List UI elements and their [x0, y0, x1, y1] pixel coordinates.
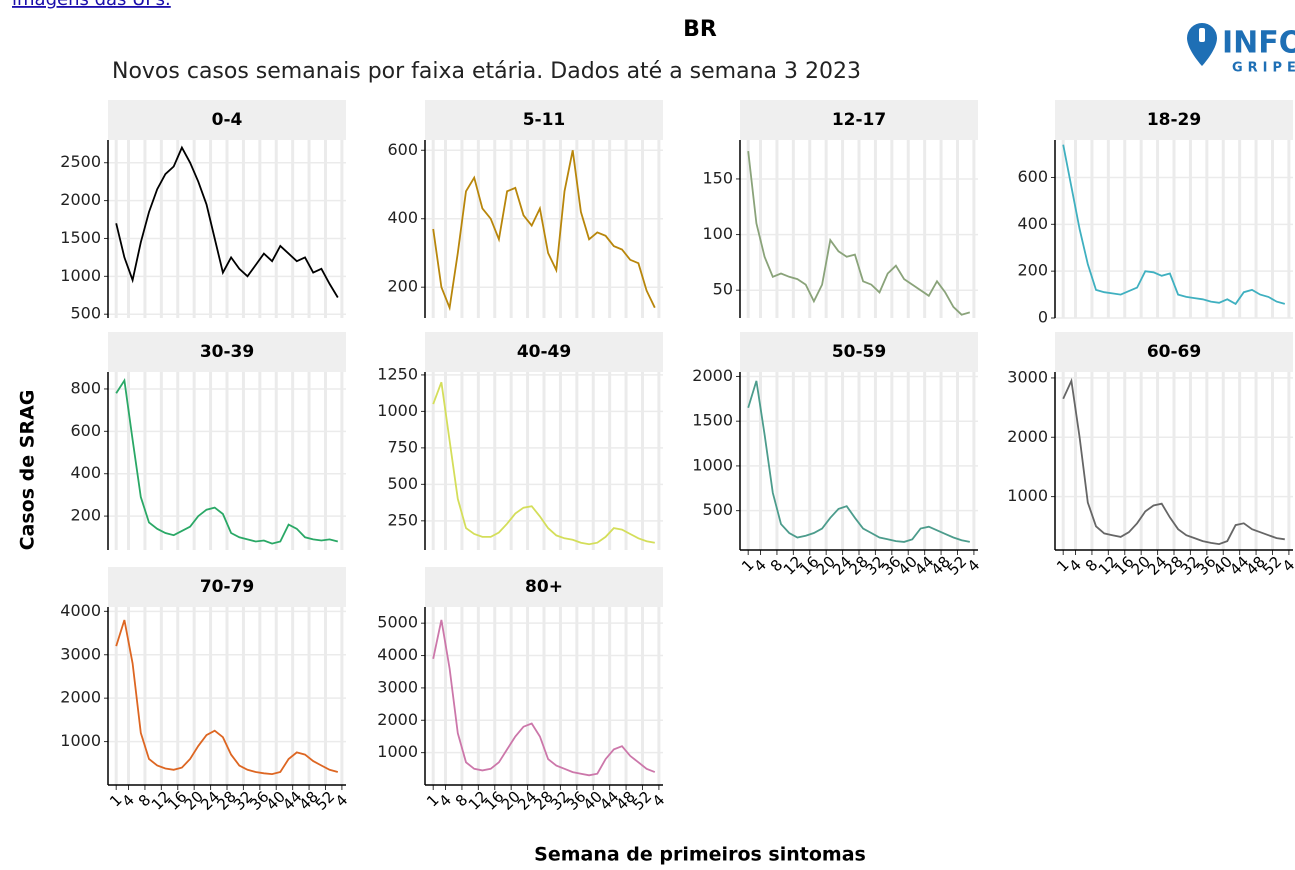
y-tick-label: 4000	[377, 645, 418, 664]
strip-label: 30-39	[200, 342, 254, 362]
panel: 70-7914812162024283236404448524100020003…	[60, 567, 351, 814]
strip	[425, 332, 663, 372]
y-tick-label: 1000	[60, 731, 101, 750]
series-line	[1062, 144, 1286, 306]
y-tick-label: 2000	[60, 190, 101, 209]
y-tick-label: 600	[1017, 167, 1048, 186]
panel: 12-17 50 100 150	[702, 100, 978, 318]
series-line	[115, 145, 339, 298]
series-line	[115, 619, 339, 776]
y-tick-label: 400	[1017, 214, 1048, 233]
logo-text: INFO	[1222, 26, 1295, 61]
y-tick-label: 200	[70, 506, 101, 525]
series-line	[747, 150, 971, 316]
y-axis-title: Casos de SRAG	[17, 390, 39, 551]
y-tick-label: 1500	[692, 411, 733, 430]
link[interactable]: imagens das UFs.	[12, 0, 171, 10]
logo-pin	[1187, 23, 1217, 66]
panel: 40-49 250 500 750 1000 1250	[377, 332, 663, 550]
strip-label: 5-11	[523, 110, 566, 130]
y-tick-label: 50	[713, 280, 733, 299]
y-tick-label: 800	[70, 378, 101, 397]
panel: 80+1481216202428323640444852410002000300…	[377, 567, 668, 814]
strip-label: 80+	[525, 577, 563, 597]
strip	[108, 332, 346, 372]
y-tick-label: 600	[387, 140, 418, 159]
y-tick-label: 2000	[1007, 427, 1048, 446]
strip-label: 70-79	[200, 577, 254, 597]
y-tick-label: 200	[1017, 261, 1048, 280]
y-tick-label: 600	[70, 421, 101, 440]
y-tick-label: 2000	[692, 366, 733, 385]
strip	[425, 100, 663, 140]
x-tick-label: 4	[649, 791, 668, 810]
strip	[425, 567, 663, 607]
strip	[1055, 332, 1293, 372]
strip-label: 0-4	[212, 110, 243, 130]
y-tick-label: 1000	[60, 266, 101, 285]
panel: 18-29 0 200 400 600	[1017, 100, 1293, 327]
series-line	[432, 150, 656, 312]
y-tick-label: 1000	[377, 742, 418, 761]
logo-subtext: GRIPE	[1232, 61, 1295, 76]
y-tick-label: 400	[70, 463, 101, 482]
y-tick-label: 1250	[377, 364, 418, 383]
logo-mark	[1199, 28, 1205, 42]
strip-label: 50-59	[832, 342, 886, 362]
y-tick-label: 750	[387, 437, 418, 456]
y-tick-label: 2500	[60, 152, 101, 171]
panel: 0-4 500 1000 1500 2000 2500	[60, 100, 346, 323]
y-tick-label: 100	[702, 224, 733, 243]
y-tick-label: 400	[387, 208, 418, 227]
panel: 50-5914812162024283236404448524500100015…	[692, 332, 983, 579]
y-tick-label: 500	[387, 474, 418, 493]
series-line	[747, 380, 970, 543]
y-tick-label: 1000	[377, 401, 418, 420]
y-tick-label: 500	[702, 500, 733, 519]
y-tick-label: 4000	[60, 601, 101, 620]
panel: 60-6914812162024283236404448524100020003…	[1007, 332, 1295, 579]
y-tick-label: 0	[1038, 308, 1048, 327]
series-line	[115, 377, 339, 545]
y-tick-label: 5000	[377, 613, 418, 632]
strip-label: 12-17	[832, 110, 886, 130]
x-tick-label: 4	[1279, 556, 1295, 575]
strip	[108, 100, 346, 140]
series-line	[432, 619, 656, 777]
chart-subtitle: Novos casos semanais por faixa etária. D…	[112, 59, 861, 84]
strip	[740, 100, 978, 140]
y-tick-label: 3000	[377, 677, 418, 696]
y-tick-label: 3000	[60, 644, 101, 663]
y-tick-label: 500	[70, 304, 101, 323]
y-tick-label: 2000	[60, 688, 101, 707]
y-tick-label: 1000	[692, 455, 733, 474]
series-line	[1062, 377, 1285, 546]
y-tick-label: 150	[702, 168, 733, 187]
chart-title: BR	[683, 17, 717, 42]
series-line	[432, 381, 655, 546]
y-tick-label: 200	[387, 277, 418, 296]
x-axis-title: Semana de primeiros sintomas	[534, 844, 866, 866]
logo: INFO GRIPE	[1187, 23, 1295, 76]
y-tick-label: 2000	[377, 710, 418, 729]
y-tick-label: 1500	[60, 228, 101, 247]
y-tick-label: 1000	[1007, 486, 1048, 505]
panel: 30-39 200 400 600 800	[70, 332, 346, 550]
y-tick-label: 3000	[1007, 367, 1048, 386]
strip	[1055, 100, 1293, 140]
strip-label: 60-69	[1147, 342, 1201, 362]
strip	[740, 332, 978, 372]
x-tick-label: 4	[332, 791, 351, 810]
y-tick-label: 250	[387, 510, 418, 529]
strip-label: 40-49	[517, 342, 571, 362]
strip	[108, 567, 346, 607]
x-tick-label: 4	[964, 556, 983, 575]
panel: 5-11 200 400 600	[387, 100, 663, 318]
strip-label: 18-29	[1147, 110, 1201, 130]
